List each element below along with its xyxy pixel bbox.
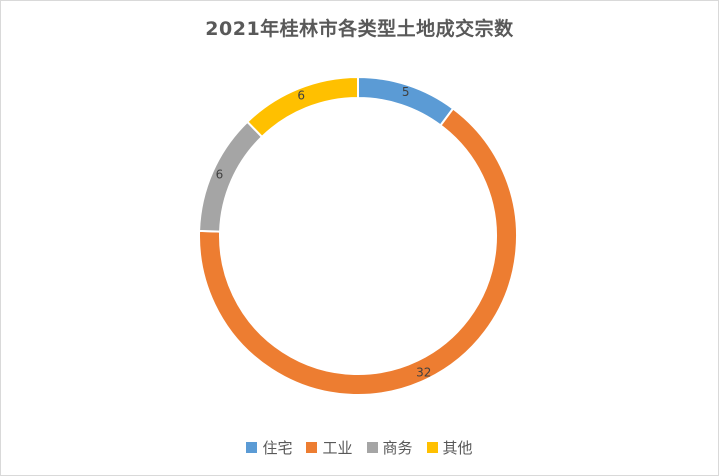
donut-slices [198, 75, 518, 396]
data-label-4: 6 [297, 89, 305, 103]
legend-swatch [366, 442, 378, 453]
legend-label: 工业 [322, 439, 353, 457]
data-label-2: 32 [416, 365, 431, 379]
data-label-3: 6 [216, 168, 224, 182]
legend-item-2: 工业 [306, 437, 353, 458]
legend-item-3: 商务 [366, 437, 413, 458]
chart-title: 2021年桂林市各类型土地成交宗数 [205, 18, 514, 40]
legend-swatch [426, 442, 438, 453]
data-labels: 5 32 6 6 [216, 85, 432, 379]
legend-item-4: 其他 [426, 437, 473, 458]
donut-slice-3 [198, 120, 264, 233]
legend-label: 其他 [442, 439, 473, 457]
legend-swatch [306, 442, 318, 453]
data-label-1: 5 [402, 85, 410, 99]
donut-slice-2 [198, 107, 518, 396]
donut-slice-4 [245, 75, 359, 139]
legend-label: 住宅 [262, 439, 293, 457]
legend-swatch [246, 442, 258, 453]
legend-label: 商务 [382, 439, 413, 457]
legend-item-1: 住宅 [246, 437, 292, 458]
chart-legend: 住宅 工业 商务 其他 [0, 437, 719, 458]
